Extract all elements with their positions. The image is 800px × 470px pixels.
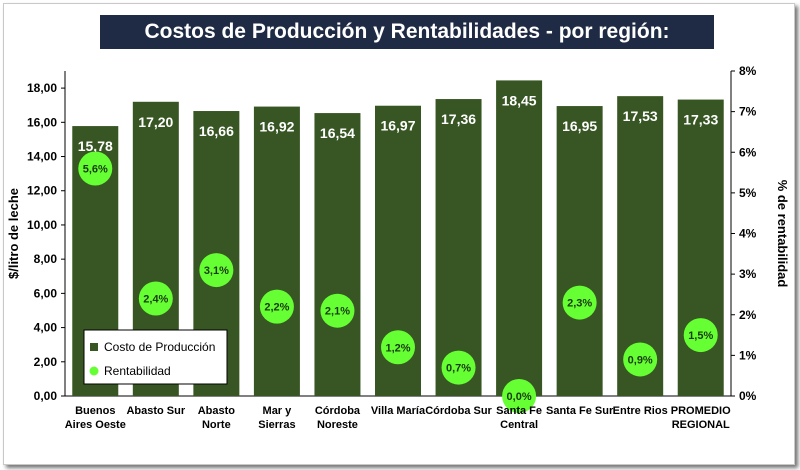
bar — [435, 99, 482, 396]
rentabilidad-label: 2,3% — [567, 298, 592, 310]
right-tick-label: 7% — [739, 105, 757, 119]
rentabilidad-point — [78, 151, 113, 186]
left-tick-label: 0,00 — [34, 389, 58, 403]
rentabilidad-point — [199, 253, 234, 288]
bar — [556, 106, 603, 396]
rentabilidad-label: 1,2% — [385, 342, 410, 354]
category-label: Santa Fe — [496, 405, 542, 417]
category-label: Abasto — [198, 405, 236, 417]
category-label: Norte — [202, 419, 231, 431]
left-tick-label: 12,00 — [27, 184, 57, 198]
category-label: Aires Oeste — [65, 419, 126, 431]
bar-value-label: 17,33 — [683, 112, 718, 128]
bar-value-label: 16,54 — [320, 125, 355, 141]
rentabilidad-point — [320, 293, 355, 328]
right-tick-label: 1% — [739, 348, 757, 362]
rentabilidad-point — [683, 318, 718, 353]
bar-value-label: 17,20 — [138, 114, 173, 130]
legend-bar-label: Costo de Producción — [104, 340, 215, 354]
category-label: PROMEDIO — [671, 405, 731, 417]
right-tick-label: 3% — [739, 267, 757, 281]
bar-value-label: 16,66 — [199, 123, 234, 139]
rentabilidad-label: 1,5% — [688, 330, 713, 342]
category-label: Entre Rios — [613, 405, 668, 417]
category-label: Villa María — [371, 405, 426, 417]
legend-box — [83, 329, 228, 385]
category-label: Sierras — [258, 419, 295, 431]
right-tick-label: 0% — [739, 389, 757, 403]
category-label: Buenos — [75, 405, 115, 417]
y-axis-title: $/litro de leche — [6, 188, 21, 279]
right-tick-label: 2% — [739, 308, 757, 322]
bar-value-label: 17,53 — [623, 108, 658, 124]
category-label: Noreste — [317, 419, 358, 431]
category-label: REGIONAL — [672, 419, 730, 431]
bar — [253, 106, 300, 396]
rentabilidad-point — [441, 350, 476, 385]
bar-value-label: 15,78 — [78, 138, 113, 154]
left-tick-label: 8,00 — [34, 252, 58, 266]
category-label: Abasto Sur — [126, 405, 185, 417]
right-tick-label: 5% — [739, 186, 757, 200]
chart-title: Costos de Producción y Rentabilidades - … — [100, 15, 714, 77]
right-tick-label: 4% — [739, 227, 757, 241]
rentabilidad-point — [381, 330, 415, 365]
left-tick-label: 2,00 — [34, 355, 58, 369]
bar-value-label: 16,92 — [259, 119, 294, 135]
right-tick-label: 6% — [739, 145, 757, 159]
legend-dot-swatch — [89, 366, 99, 376]
left-tick-label: 18,00 — [27, 81, 57, 95]
rentabilidad-label: 0,7% — [446, 363, 471, 375]
rentabilidad-point — [259, 289, 294, 324]
right-tick-label: 8% — [739, 64, 757, 78]
rentabilidad-label: 2,1% — [325, 306, 350, 318]
rentabilidad-label: 3,1% — [204, 265, 229, 277]
category-label: Central — [500, 419, 538, 431]
y2-axis-title: % de rentabilidad — [775, 180, 790, 288]
rentabilidad-label: 0,9% — [628, 354, 653, 366]
rentabilidad-point — [562, 285, 597, 320]
rentabilidad-point — [138, 281, 173, 316]
left-tick-label: 14,00 — [27, 150, 57, 164]
category-label: Santa Fe Sur — [546, 405, 614, 417]
rentabilidad-label: 2,2% — [264, 302, 289, 314]
rentabilidad-point — [623, 342, 658, 377]
left-tick-label: 10,00 — [27, 218, 57, 232]
bar-value-label: 16,95 — [562, 118, 597, 134]
rentabilidad-label: 2,4% — [143, 294, 168, 306]
category-label: Córdoba Sur — [425, 405, 492, 417]
legend-dot-label: Rentabilidad — [104, 364, 171, 378]
rentabilidad-label: 0,0% — [507, 391, 532, 403]
bar-value-label: 18,45 — [502, 92, 537, 108]
category-label: Córdoba — [315, 405, 361, 417]
rentabilidad-point — [502, 379, 537, 413]
bar — [314, 113, 361, 396]
legend-bar-swatch — [90, 343, 98, 351]
bar — [496, 80, 543, 396]
category-label: Mar y — [263, 405, 293, 417]
left-tick-label: 6,00 — [34, 286, 58, 300]
bar-value-label: 17,36 — [441, 111, 476, 127]
left-tick-label: 16,00 — [27, 115, 57, 129]
left-tick-label: 4,00 — [34, 321, 58, 335]
rentabilidad-label: 5,6% — [83, 164, 108, 176]
bar-value-label: 16,97 — [380, 118, 415, 134]
